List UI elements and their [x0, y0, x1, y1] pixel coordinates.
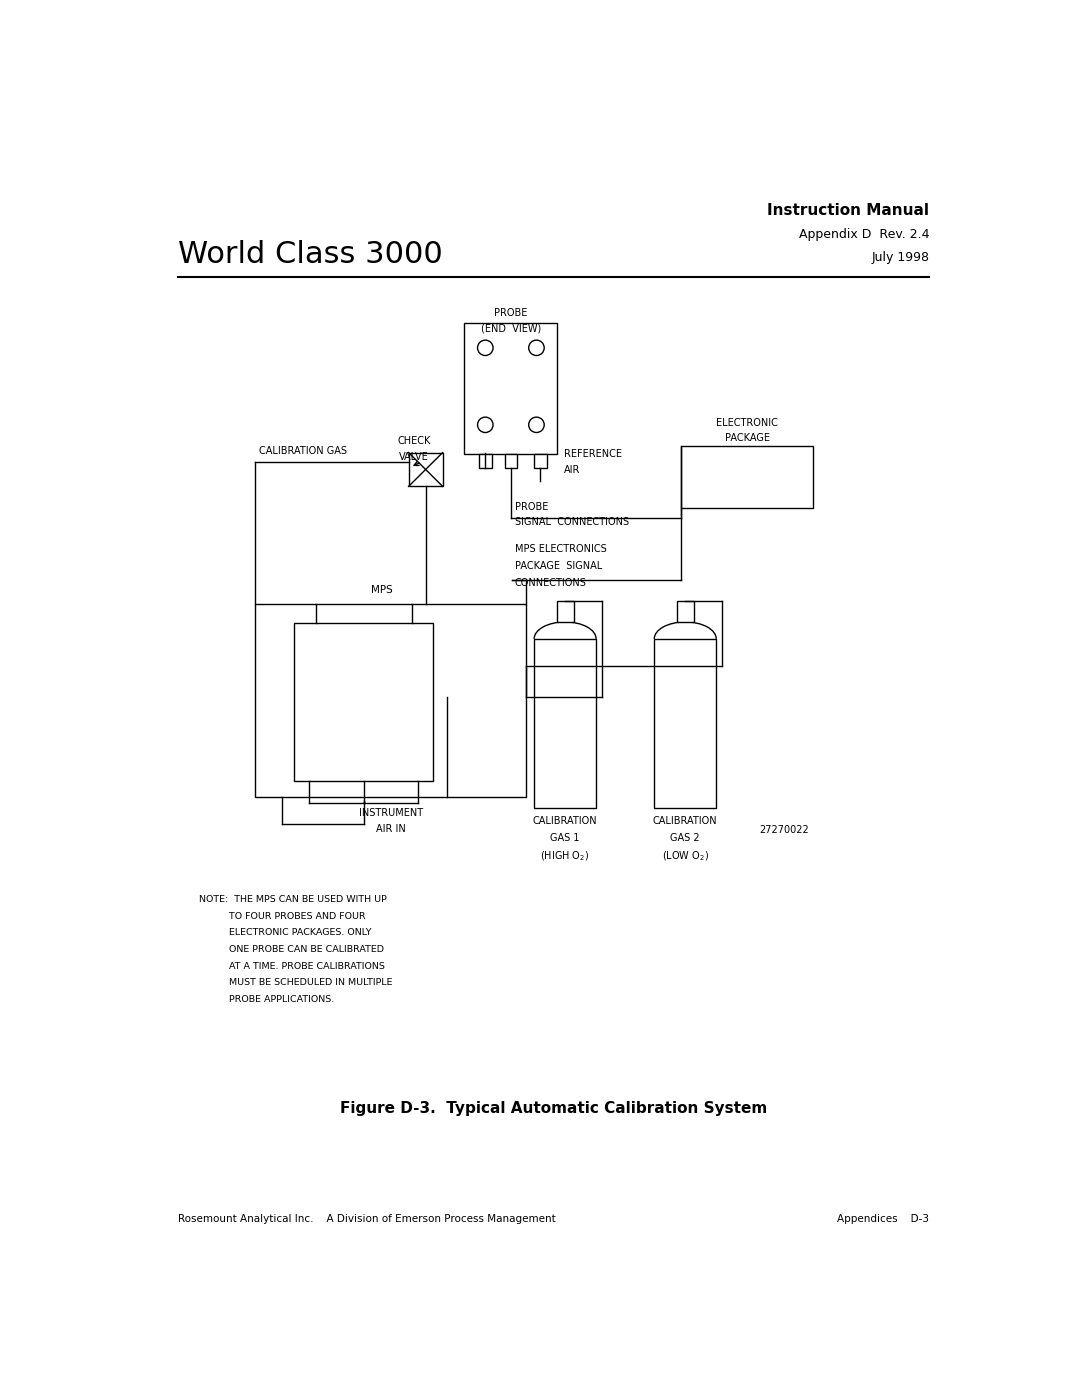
Text: MUST BE SCHEDULED IN MULTIPLE: MUST BE SCHEDULED IN MULTIPLE — [199, 978, 392, 988]
Text: NOTE:  THE MPS CAN BE USED WITH UP: NOTE: THE MPS CAN BE USED WITH UP — [199, 895, 387, 904]
Bar — [255, 605, 526, 796]
Text: Rosemount Analytical Inc.    A Division of Emerson Process Management: Rosemount Analytical Inc. A Division of … — [177, 1214, 555, 1224]
Text: Appendix D  Rev. 2.4: Appendix D Rev. 2.4 — [799, 228, 930, 240]
Text: PROBE APPLICATIONS.: PROBE APPLICATIONS. — [199, 995, 334, 1003]
Circle shape — [529, 418, 544, 433]
Text: Instruction Manual: Instruction Manual — [768, 203, 930, 218]
Text: CALIBRATION GAS: CALIBRATION GAS — [259, 447, 347, 457]
Text: VALVE: VALVE — [400, 451, 429, 462]
Text: TO FOUR PROBES AND FOUR: TO FOUR PROBES AND FOUR — [199, 912, 365, 921]
Text: AIR: AIR — [564, 465, 580, 475]
Text: PROBE: PROBE — [495, 307, 527, 317]
Bar — [535, 638, 596, 809]
Text: Figure D-3.  Typical Automatic Calibration System: Figure D-3. Typical Automatic Calibratio… — [340, 1101, 767, 1116]
Text: PACKAGE: PACKAGE — [725, 433, 770, 443]
Bar — [504, 454, 517, 468]
Text: PACKAGE  SIGNAL: PACKAGE SIGNAL — [515, 562, 602, 571]
Bar — [681, 447, 813, 509]
Text: CHECK: CHECK — [397, 436, 431, 447]
Bar — [408, 453, 443, 486]
Text: GAS 2: GAS 2 — [671, 833, 700, 842]
Text: CALIBRATION: CALIBRATION — [532, 816, 597, 826]
Text: (END  VIEW): (END VIEW) — [481, 324, 541, 334]
Text: CONNECTIONS: CONNECTIONS — [515, 578, 586, 588]
Text: REFERENCE: REFERENCE — [564, 450, 622, 460]
Bar — [294, 623, 433, 781]
Text: SIGNAL  CONNECTIONS: SIGNAL CONNECTIONS — [515, 517, 629, 527]
Text: ONE PROBE CAN BE CALIBRATED: ONE PROBE CAN BE CALIBRATED — [199, 944, 383, 954]
Text: Appendices    D-3: Appendices D-3 — [837, 1214, 930, 1224]
Text: AIR IN: AIR IN — [376, 824, 406, 834]
Text: MPS: MPS — [372, 585, 393, 595]
Circle shape — [529, 339, 544, 355]
Bar — [677, 601, 693, 622]
Bar — [480, 454, 491, 468]
Text: (LOW O$_2$): (LOW O$_2$) — [662, 849, 708, 863]
Bar — [654, 638, 716, 809]
Text: World Class 3000: World Class 3000 — [177, 240, 443, 270]
Circle shape — [477, 418, 494, 433]
Circle shape — [477, 339, 494, 355]
Bar — [464, 323, 557, 454]
Text: July 1998: July 1998 — [872, 251, 930, 264]
Text: 27270022: 27270022 — [759, 826, 809, 835]
Text: GAS 1: GAS 1 — [551, 833, 580, 842]
Text: ELECTRONIC PACKAGES. ONLY: ELECTRONIC PACKAGES. ONLY — [199, 929, 372, 937]
Bar — [535, 454, 546, 468]
Text: ELECTRONIC: ELECTRONIC — [716, 418, 779, 427]
Text: AT A TIME. PROBE CALIBRATIONS: AT A TIME. PROBE CALIBRATIONS — [199, 961, 384, 971]
Text: (HIGH O$_2$): (HIGH O$_2$) — [540, 849, 590, 863]
Text: PROBE: PROBE — [515, 502, 549, 511]
Text: INSTRUMENT: INSTRUMENT — [359, 809, 422, 819]
Text: MPS ELECTRONICS: MPS ELECTRONICS — [515, 545, 607, 555]
Text: CALIBRATION: CALIBRATION — [653, 816, 717, 826]
Bar — [556, 601, 573, 622]
